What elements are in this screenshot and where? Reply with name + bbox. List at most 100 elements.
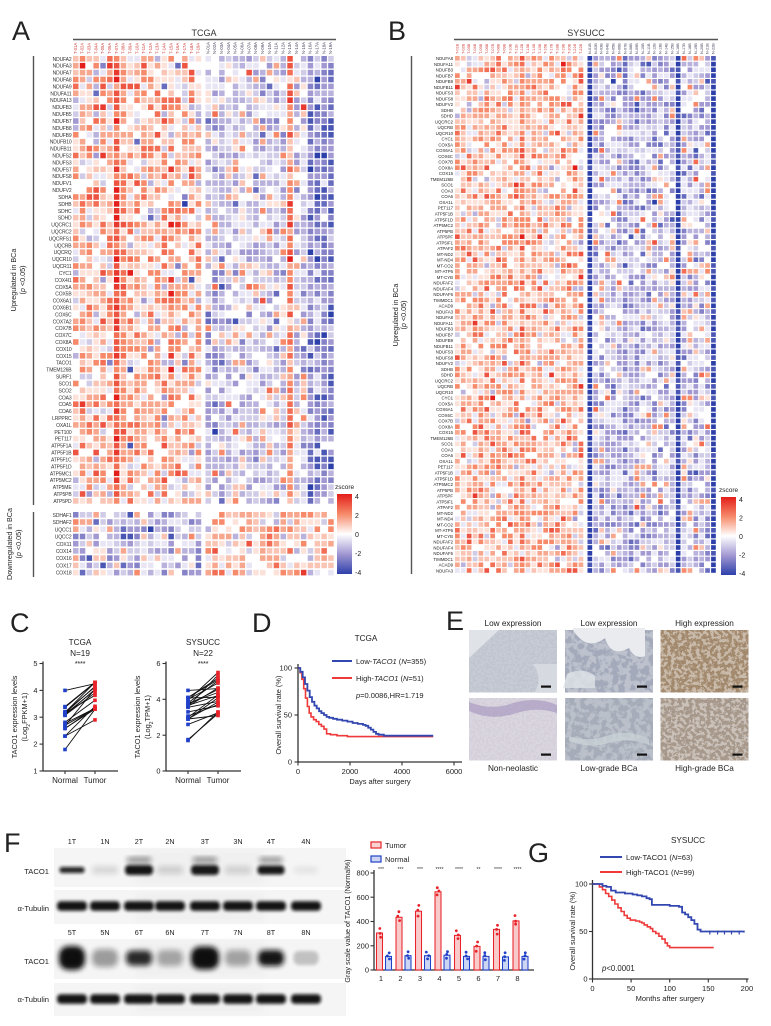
svg-text:SCO1: SCO1 xyxy=(58,382,71,388)
svg-text:T-15A: T-15A xyxy=(168,43,173,54)
svg-text:NDUFB8: NDUFB8 xyxy=(52,126,71,132)
svg-text:NDUFV2: NDUFV2 xyxy=(52,188,71,194)
svg-text:(p <0.05): (p <0.05) xyxy=(18,266,27,295)
svg-text:SDHD: SDHD xyxy=(58,216,72,222)
svg-text:UQCRC1: UQCRC1 xyxy=(51,223,72,229)
svg-text:UQCC2: UQCC2 xyxy=(55,535,72,541)
svg-text:UQCRB: UQCRB xyxy=(54,243,72,249)
svg-text:PET100: PET100 xyxy=(54,430,72,436)
svg-text:COX15: COX15 xyxy=(56,354,72,360)
svg-text:ATP5F1B: ATP5F1B xyxy=(51,451,72,457)
svg-text:NDUFS8: NDUFS8 xyxy=(52,174,71,180)
svg-text:N-12A: N-12A xyxy=(280,42,285,54)
svg-text:T-18A: T-18A xyxy=(189,43,194,54)
svg-text:SDHC: SDHC xyxy=(58,209,72,215)
svg-text:COX7A2: COX7A2 xyxy=(53,319,72,325)
svg-text:2: 2 xyxy=(355,513,359,520)
svg-text:TCGA: TCGA xyxy=(191,28,216,38)
svg-text:N-16A: N-16A xyxy=(308,42,313,54)
svg-text:N-17A: N-17A xyxy=(315,42,320,54)
svg-text:N-15A: N-15A xyxy=(301,42,306,54)
svg-text:NDUFA13: NDUFA13 xyxy=(50,98,72,104)
svg-text:N-05A: N-05A xyxy=(233,42,238,54)
svg-text:T-14A: T-14A xyxy=(162,43,167,54)
svg-text:N-02A: N-02A xyxy=(212,42,217,54)
svg-text:T-05A: T-05A xyxy=(100,43,105,54)
svg-text:NDUFV1: NDUFV1 xyxy=(52,181,71,187)
svg-text:ATP5F1A: ATP5F1A xyxy=(51,444,72,450)
svg-text:N-11A: N-11A xyxy=(274,42,279,54)
svg-text:UQCC1: UQCC1 xyxy=(55,527,72,533)
svg-text:T-06A: T-06A xyxy=(107,43,112,54)
svg-text:T-17A: T-17A xyxy=(182,43,187,54)
svg-text:SURF1: SURF1 xyxy=(56,375,72,381)
svg-text:NDUFB5: NDUFB5 xyxy=(52,112,71,118)
svg-text:SDHA: SDHA xyxy=(58,195,72,201)
svg-text:NDUFA2: NDUFA2 xyxy=(53,57,72,63)
svg-text:T-02A: T-02A xyxy=(80,43,85,54)
svg-text:NDUFB7: NDUFB7 xyxy=(52,119,71,125)
svg-text:NDUFA3: NDUFA3 xyxy=(53,64,72,70)
svg-text:COX7C: COX7C xyxy=(55,333,72,339)
svg-text:ATP5MC1: ATP5MC1 xyxy=(50,471,72,477)
svg-text:N-03A: N-03A xyxy=(219,42,224,54)
svg-text:NDUFA9: NDUFA9 xyxy=(53,84,72,90)
svg-text:NDUFB10: NDUFB10 xyxy=(50,140,72,146)
svg-text:COA3: COA3 xyxy=(58,395,71,401)
svg-text:T-12A: T-12A xyxy=(148,43,153,54)
svg-text:NDUFA7: NDUFA7 xyxy=(53,71,72,77)
svg-text:T-01A: T-01A xyxy=(73,43,78,54)
svg-text:ATP5MC2: ATP5MC2 xyxy=(50,478,72,484)
svg-text:N-08A: N-08A xyxy=(253,42,258,54)
svg-text:COA5: COA5 xyxy=(58,402,71,408)
svg-text:NDUFB3: NDUFB3 xyxy=(52,105,71,111)
svg-text:NDUFB11: NDUFB11 xyxy=(50,147,72,153)
svg-text:T-09A: T-09A xyxy=(128,43,133,54)
svg-text:(p <0.05): (p <0.05) xyxy=(14,530,23,559)
svg-text:N-19A: N-19A xyxy=(328,42,333,54)
svg-text:0: 0 xyxy=(355,532,359,539)
svg-text:COX10: COX10 xyxy=(56,347,72,353)
svg-text:PET117: PET117 xyxy=(55,437,72,443)
svg-text:UQCRFS1: UQCRFS1 xyxy=(49,236,72,242)
svg-text:COX8A: COX8A xyxy=(55,340,72,346)
svg-text:LRPPRC: LRPPRC xyxy=(52,416,72,422)
svg-text:CYC1: CYC1 xyxy=(59,271,72,277)
svg-text:NDUFB9: NDUFB9 xyxy=(52,133,71,139)
svg-text:ATP5ME: ATP5ME xyxy=(53,485,73,491)
svg-text:N-04A: N-04A xyxy=(226,42,231,54)
svg-text:NDUFS3: NDUFS3 xyxy=(52,160,71,166)
svg-text:COX17: COX17 xyxy=(56,564,72,570)
svg-text:NDUFS7: NDUFS7 xyxy=(52,167,71,173)
svg-text:SDHB: SDHB xyxy=(58,202,72,208)
svg-text:COX14: COX14 xyxy=(56,549,72,555)
svg-text:COX4I1: COX4I1 xyxy=(55,278,72,284)
svg-text:NDUFS2: NDUFS2 xyxy=(52,154,71,160)
svg-text:T-10A: T-10A xyxy=(134,43,139,54)
svg-text:SDHAF1: SDHAF1 xyxy=(53,513,72,519)
svg-text:COX16: COX16 xyxy=(56,556,72,562)
svg-text:COX18: COX18 xyxy=(56,571,72,577)
svg-text:Upregulated in BCa: Upregulated in BCa xyxy=(9,249,18,312)
svg-text:T-08A: T-08A xyxy=(121,43,126,54)
svg-text:T-03A: T-03A xyxy=(87,43,92,54)
svg-text:ATP5F1C: ATP5F1C xyxy=(51,457,72,463)
svg-text:-4: -4 xyxy=(355,570,361,577)
svg-text:NDUFA8: NDUFA8 xyxy=(53,78,72,84)
svg-text:NDUFA11: NDUFA11 xyxy=(50,91,71,97)
svg-text:N-01A: N-01A xyxy=(205,42,210,54)
svg-text:N-14A: N-14A xyxy=(294,42,299,54)
svg-text:COX6A1: COX6A1 xyxy=(53,299,72,305)
svg-text:COX11: COX11 xyxy=(56,542,72,548)
svg-text:T-16A: T-16A xyxy=(175,43,180,54)
svg-text:UQCR10: UQCR10 xyxy=(52,257,72,263)
svg-text:UQCR11: UQCR11 xyxy=(52,264,71,270)
svg-text:COX5A: COX5A xyxy=(55,285,72,291)
svg-text:UQCRC2: UQCRC2 xyxy=(51,230,72,236)
svg-text:COX6C: COX6C xyxy=(55,312,72,318)
svg-text:N-09A: N-09A xyxy=(260,42,265,54)
svg-text:N-18A: N-18A xyxy=(321,42,326,54)
svg-text:OXA1L: OXA1L xyxy=(56,423,72,429)
svg-text:4: 4 xyxy=(355,494,359,501)
svg-text:COX5B: COX5B xyxy=(55,292,72,298)
